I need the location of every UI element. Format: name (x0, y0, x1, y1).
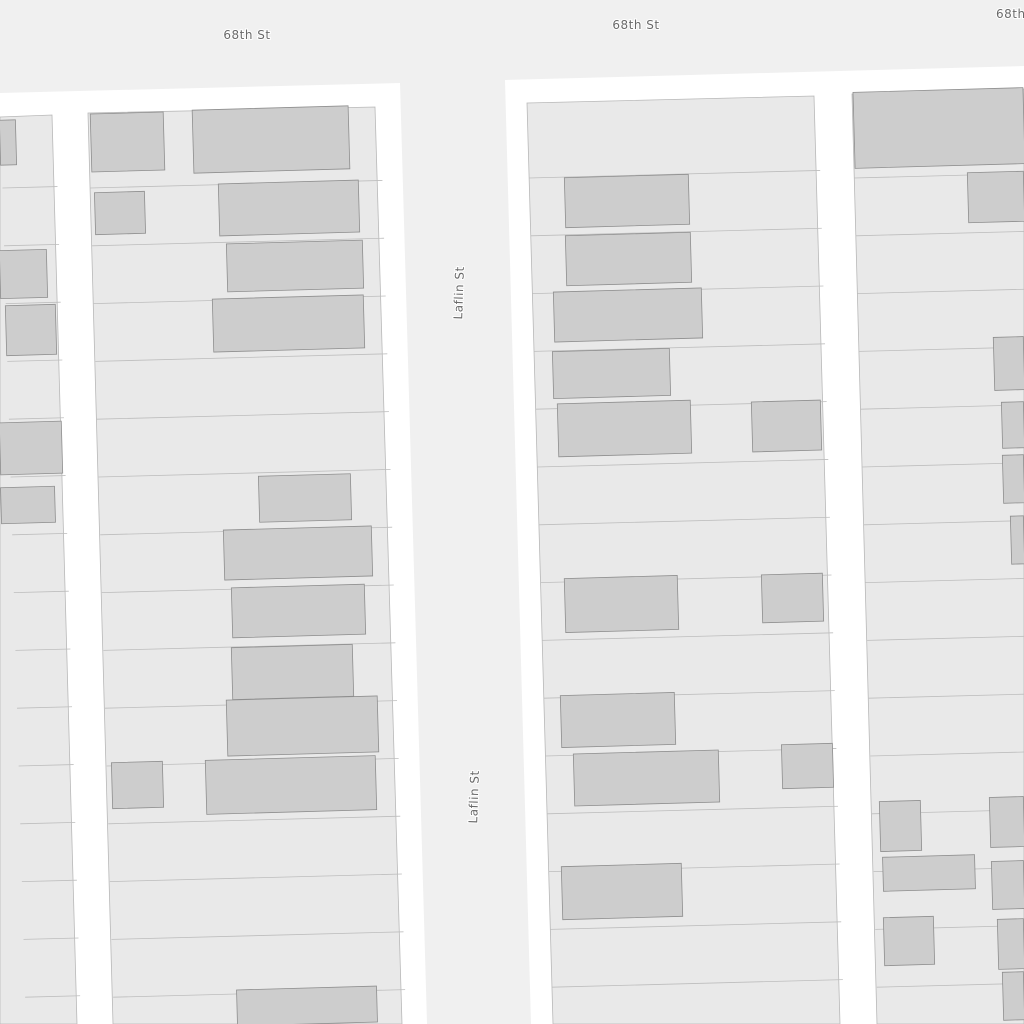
street-label: 68th (996, 7, 1024, 21)
lot-line (12, 532, 68, 536)
building (230, 583, 367, 639)
lot-line (92, 237, 385, 247)
lot-line (18, 764, 74, 767)
lot-line (546, 805, 838, 815)
building (551, 347, 672, 400)
building (852, 87, 1024, 169)
lot-line (10, 475, 66, 478)
lot-line (857, 288, 1024, 294)
lot-line (868, 693, 1024, 699)
lot-line (17, 706, 73, 709)
lot-line (867, 635, 1024, 641)
lot-line (870, 751, 1024, 757)
lot-line (5, 301, 61, 304)
building (563, 575, 680, 633)
building (559, 692, 677, 748)
lot-line (537, 459, 829, 468)
building (236, 985, 378, 1024)
lot-line (103, 642, 396, 651)
lot-line (2, 186, 58, 189)
lot-line (551, 979, 843, 988)
lot-line (530, 227, 822, 237)
building (110, 760, 165, 810)
building (4, 303, 58, 357)
building (211, 294, 366, 353)
lot-line (23, 937, 79, 940)
lot-line (865, 578, 1024, 583)
building (556, 399, 693, 458)
building (225, 695, 380, 757)
lot-line (15, 648, 71, 651)
lot-line (13, 590, 69, 593)
street-label: Laflin St (451, 266, 467, 320)
building (222, 525, 374, 581)
building (191, 105, 351, 174)
lot-line (108, 815, 401, 825)
building (563, 173, 691, 229)
building (0, 119, 18, 166)
lot-line (538, 516, 830, 526)
building (996, 918, 1024, 970)
building (552, 287, 704, 343)
building (217, 179, 361, 237)
building (1000, 401, 1024, 449)
lot-line (98, 469, 391, 478)
lot-line (863, 520, 1024, 526)
building (990, 860, 1024, 910)
lot-line (529, 170, 821, 179)
street-label: 68th St (612, 18, 659, 32)
building (257, 473, 353, 523)
lot-line (855, 231, 1024, 237)
street-label: 68th St (223, 28, 270, 42)
building (780, 742, 835, 790)
building (750, 399, 823, 453)
building (992, 336, 1024, 391)
lot-line (95, 353, 388, 362)
building (1001, 971, 1024, 1021)
building (560, 862, 684, 921)
street-label: Laflin St (466, 770, 482, 824)
building (0, 420, 64, 476)
building (225, 239, 365, 293)
building (988, 796, 1024, 848)
lot-line (4, 243, 60, 247)
building (0, 485, 56, 525)
lot-line (542, 632, 834, 641)
lot-line (109, 873, 402, 882)
buildings (0, 87, 1024, 1024)
building (204, 755, 378, 815)
building (94, 190, 146, 236)
building (0, 248, 49, 300)
building (966, 170, 1024, 224)
building (1009, 515, 1024, 565)
building (564, 231, 693, 287)
building (1001, 454, 1024, 504)
building (878, 800, 923, 852)
lot-line (8, 417, 64, 420)
building (882, 854, 976, 892)
lot-line (21, 879, 77, 882)
lot-line (25, 995, 81, 998)
lot-line (550, 921, 842, 930)
building (572, 749, 721, 807)
building (230, 643, 355, 701)
lot-line (20, 821, 76, 825)
building (760, 572, 825, 624)
building (882, 915, 936, 967)
lot-line (7, 359, 63, 362)
lot-line (111, 931, 404, 940)
lot-line (96, 411, 389, 420)
lot-line (534, 343, 826, 352)
building (89, 111, 166, 173)
